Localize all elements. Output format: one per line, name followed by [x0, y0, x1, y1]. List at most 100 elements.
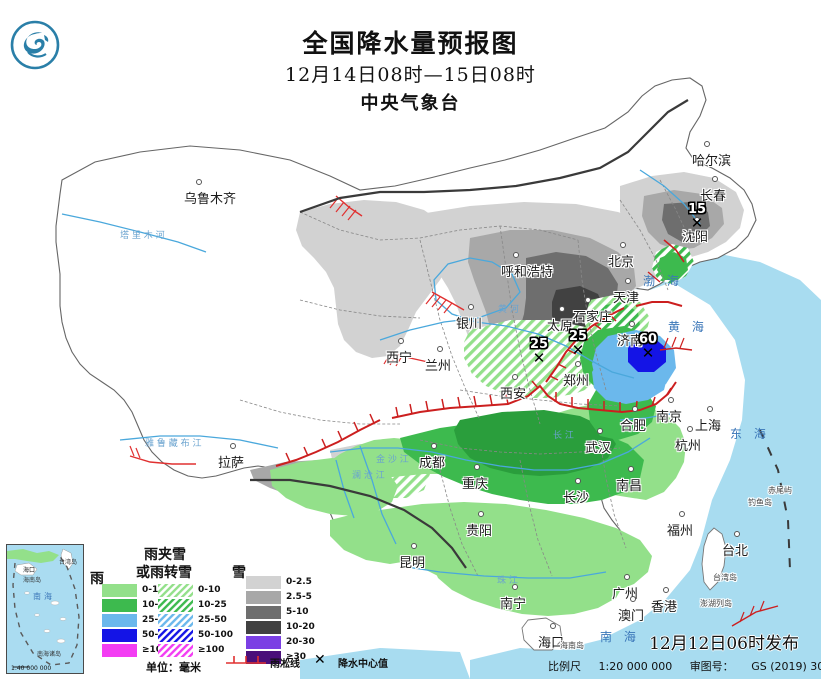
river-tarim	[61, 213, 207, 253]
city-label-海口: 海口	[538, 636, 565, 651]
approval-label: 审图号：	[689, 660, 734, 673]
rivers	[61, 169, 701, 579]
city-marker-dot	[230, 443, 236, 449]
rain-area-dark-green-core	[454, 410, 616, 476]
legend-snow-swatch-1	[246, 591, 281, 604]
city-marker-dot	[663, 587, 669, 593]
city-marker-dot	[632, 406, 638, 412]
legend-panel: 雨 雨夹雪 或雨转雪 雪 0-10 10-25 25-50 50-100 ≥100 0-1…	[86, 542, 411, 674]
legend-sleet-label-3: 50-100	[198, 630, 234, 640]
legend-snow-heading: 雪	[232, 565, 246, 581]
sea-label-东 海: 东 海	[730, 427, 770, 441]
legend-snow-label-2: 5-10	[286, 607, 309, 617]
legend-snow-swatch-3	[246, 621, 281, 634]
city-label-沈阳: 沈阳	[682, 230, 709, 245]
city-label-成都: 成都	[419, 456, 446, 471]
city-label-哈尔滨: 哈尔滨	[692, 154, 732, 169]
legend-sleet-swatch-0	[158, 584, 193, 597]
legend-snow-label-5: ≥30	[286, 652, 307, 662]
river-label-黄 河: 黄 河	[498, 305, 519, 315]
inset-haikou-label: 海口	[23, 567, 36, 574]
legend-sleet-label-4: ≥100	[198, 645, 225, 655]
sleet-area-central	[464, 320, 622, 398]
city-marker-dot	[585, 297, 591, 303]
legend-rain-swatch-0	[102, 584, 137, 597]
legend-sleet-heading-line1: 雨夹雪	[144, 547, 186, 563]
city-marker-dot	[411, 543, 417, 549]
legend-sleet-swatch-1	[158, 599, 193, 612]
legend-rain-label-0: 0-10	[142, 585, 165, 595]
inset-hainan-label: 海南岛	[23, 577, 42, 584]
national-boundary-north	[299, 99, 689, 214]
city-marker-dot	[679, 511, 685, 517]
place-label-台湾岛: 台湾岛	[713, 573, 737, 582]
place-label-钓鱼岛: 钓鱼岛	[748, 498, 772, 507]
inset-map-graphic	[7, 545, 83, 673]
legend-sleet-label-1: 10-25	[198, 600, 227, 610]
legend-sleet-label-0: 0-10	[198, 585, 221, 595]
cma-dragon-logo	[10, 20, 60, 70]
legend-rain-heading: 雨	[90, 571, 104, 587]
freezing-rain-lines	[129, 195, 779, 627]
city-marker-dot	[559, 306, 565, 312]
legend-center-symbol: ✕	[314, 652, 326, 668]
city-marker-dot	[668, 397, 674, 403]
river-label-澜 沧 江: 澜 沧 江	[352, 471, 385, 481]
inset-taiwan-label: 台湾岛	[59, 559, 78, 566]
city-marker-dot	[704, 141, 710, 147]
city-label-长春: 长春	[700, 189, 727, 204]
scale-value: 1:20 000 000	[598, 660, 673, 673]
sea-label-黄 海: 黄 海	[668, 320, 708, 334]
legend-snow-label-0: 0-2.5	[286, 577, 312, 587]
city-marker-dot	[687, 426, 693, 432]
province-borders	[239, 179, 691, 577]
river-lower-yangtze	[619, 413, 671, 421]
city-label-南京: 南京	[656, 410, 683, 425]
rain-area-yunnan-2	[330, 510, 438, 564]
scale-label: 比例尺	[548, 660, 581, 673]
city-label-长沙: 长沙	[563, 491, 590, 506]
legend-snow-swatch-5	[246, 651, 281, 664]
city-marker-dot	[431, 443, 437, 449]
river-jinsha	[359, 445, 397, 545]
inset-scale: 1:40 000 000	[11, 665, 52, 672]
city-marker-dot	[628, 466, 634, 472]
place-label-赤尾屿: 赤尾屿	[768, 486, 792, 495]
legend-rain-swatch-4	[102, 644, 137, 657]
city-label-香港: 香港	[651, 600, 678, 615]
taiwan-island	[701, 527, 727, 591]
rain-area-liaoning-green	[657, 252, 688, 280]
legend-snow-label-1: 2.5-5	[286, 592, 312, 602]
river-pearl	[399, 565, 607, 579]
city-label-西宁: 西宁	[386, 351, 413, 366]
city-label-太原: 太原	[547, 319, 574, 334]
legend-snow-label-3: 10-20	[286, 622, 315, 632]
city-marker-dot	[512, 374, 518, 380]
city-label-上海: 上海	[695, 419, 722, 434]
legend-freezing-line-symbol	[226, 656, 266, 664]
city-marker-dot	[597, 428, 603, 434]
sea-label-渤 海: 渤 海	[643, 274, 683, 288]
city-marker-dot	[512, 584, 518, 590]
city-marker-dot	[575, 478, 581, 484]
city-marker-dot	[707, 406, 713, 412]
rain-area-light-green-guangxi	[430, 548, 624, 616]
city-label-拉萨: 拉萨	[218, 456, 245, 471]
legend-sleet-swatch-3	[158, 629, 193, 642]
city-marker-dot	[694, 217, 700, 223]
inset-islands-label: 南海诸岛	[37, 651, 62, 658]
city-label-合肥: 合肥	[620, 419, 647, 434]
sea-label-南 海: 南 海	[600, 630, 640, 644]
ocean-east	[470, 250, 821, 679]
city-label-重庆: 重庆	[462, 477, 489, 492]
city-label-武汉: 武汉	[585, 441, 612, 456]
ocean-south	[300, 648, 470, 679]
legend-sleet-swatch-4	[158, 644, 193, 657]
city-marker-dot	[575, 361, 581, 367]
national-boundary-southwest	[250, 478, 467, 569]
legend-snow-swatch-0	[246, 576, 281, 589]
legend-rain-label-4: ≥100	[142, 645, 169, 655]
snow-area-northeast-dark	[662, 202, 710, 242]
city-marker-dot	[398, 338, 404, 344]
city-marker-dot	[468, 304, 474, 310]
